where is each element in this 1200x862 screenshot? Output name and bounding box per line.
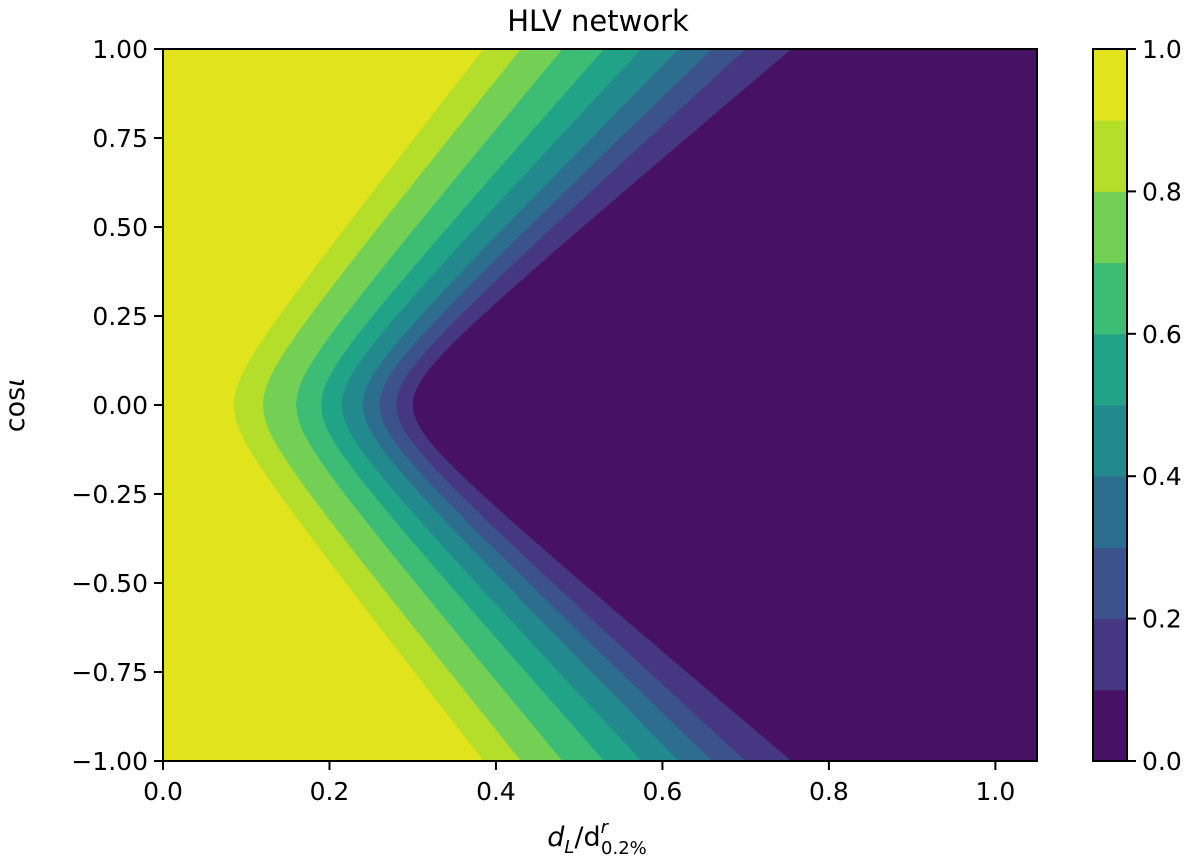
colorbar-band <box>1093 262 1127 335</box>
colorbar-band <box>1093 49 1127 121</box>
colorbar-band <box>1093 191 1127 264</box>
colorbar-band <box>1093 618 1127 691</box>
colorbar-frame <box>1092 48 1128 762</box>
plot-area <box>162 48 1038 762</box>
colorbar-band <box>1093 547 1127 620</box>
colorbar-band <box>1093 120 1127 192</box>
x-tick-label: 0.2 <box>310 777 350 806</box>
y-tick-label: 0.75 <box>92 124 148 153</box>
chart-title: HLV network <box>507 4 689 38</box>
colorbar-tick-label: 1.0 <box>1142 35 1182 64</box>
x-tick-label: 0.4 <box>476 777 516 806</box>
x-tick-label: 0.0 <box>143 777 183 806</box>
x-axis: 0.0 0.2 0.4 0.6 0.8 1.0 <box>143 761 1015 806</box>
y-axis-label: cosι <box>0 378 31 433</box>
x-axis-label: dL/dr 0.2% <box>547 817 647 859</box>
contour-band-0.9 <box>163 49 484 761</box>
x-tick-label: 1.0 <box>975 777 1015 806</box>
colorbar-tick-label: 0.0 <box>1142 747 1182 776</box>
y-axis: 1.00 0.75 0.50 0.25 0.00 −0.25 −0.50 −0.75 −1.00 <box>71 35 163 776</box>
colorbar-tick-label: 0.4 <box>1142 462 1182 491</box>
y-tick-label: 1.00 <box>92 35 148 64</box>
colorbar-band <box>1093 689 1127 762</box>
colorbar-tick-label: 0.6 <box>1142 320 1182 349</box>
y-tick-label: 0.50 <box>92 213 148 242</box>
colorbar-tick-label: 0.2 <box>1142 605 1182 634</box>
y-tick-label: −0.75 <box>71 658 148 687</box>
colorbar: 0.0 0.2 0.4 0.6 0.8 1.0 <box>1092 35 1182 776</box>
colorbar-band <box>1093 476 1127 548</box>
colorbar-tick-label: 0.8 <box>1142 177 1182 206</box>
y-tick-label: −0.50 <box>71 569 148 598</box>
x-tick-label: 0.8 <box>809 777 849 806</box>
y-tick-label: 0.00 <box>92 391 148 420</box>
x-tick-label: 0.6 <box>643 777 683 806</box>
y-tick-label: 0.25 <box>92 302 148 331</box>
y-tick-label: −0.25 <box>71 480 148 509</box>
colorbar-band <box>1093 405 1127 477</box>
y-tick-label: −1.00 <box>71 747 148 776</box>
colorbar-band <box>1093 333 1127 406</box>
